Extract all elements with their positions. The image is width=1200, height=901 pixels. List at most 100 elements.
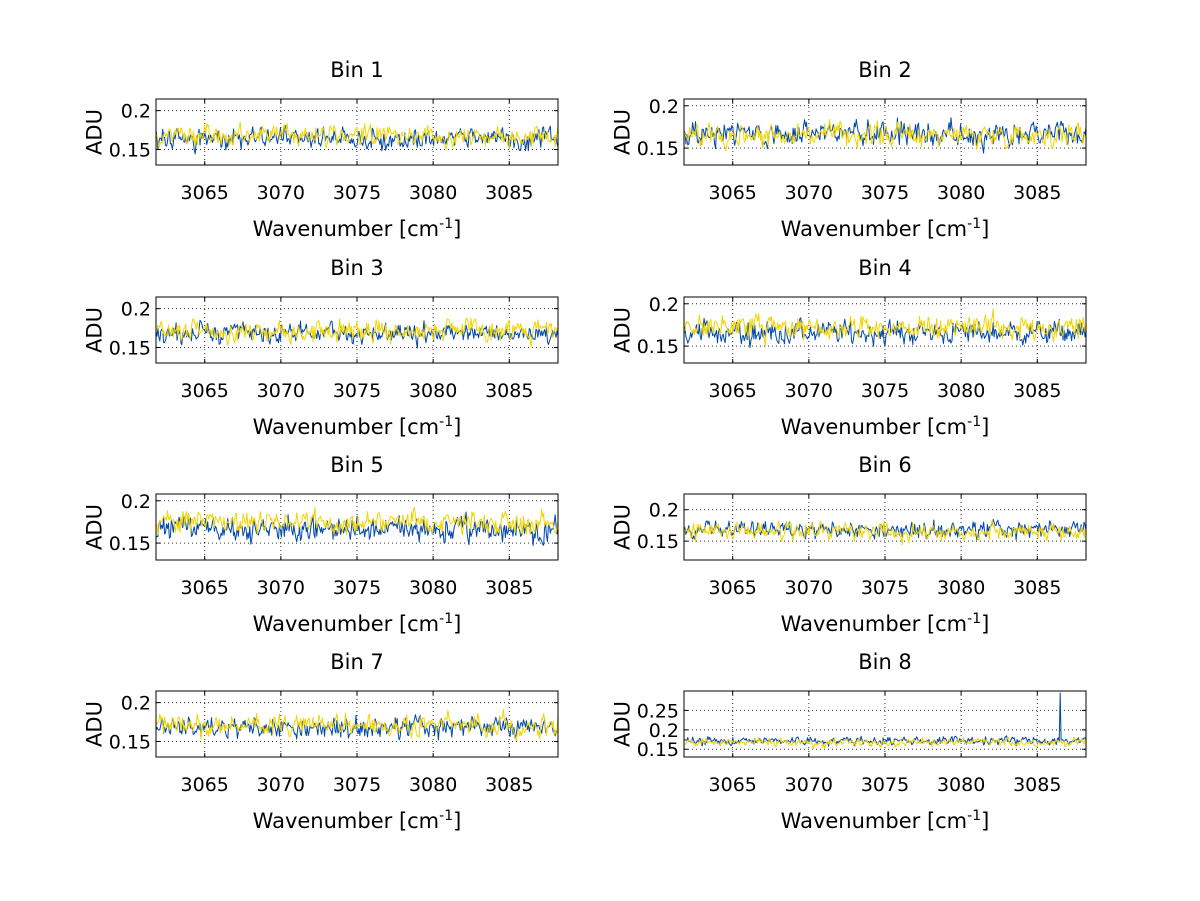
y-tick-label: 0.2 — [649, 720, 679, 742]
subplot-2: 3065 3070 3075 3080 3085 0.15 0.2 Bin 2 Wavenumb… — [610, 58, 1087, 241]
x-axis-label: Wavenumber [cm-1] — [781, 808, 990, 833]
x-tick-label: 3085 — [485, 182, 533, 204]
subplot-5: 3065 3070 3075 3080 3085 0.15 0.2 Bin 5 Wavenumb… — [82, 453, 559, 636]
x-tick-label: 3075 — [861, 577, 909, 599]
series-line-1 — [155, 511, 559, 546]
x-tick-label: 3070 — [257, 774, 305, 796]
y-tick-label: 0.2 — [121, 491, 151, 513]
subplot-title: Bin 5 — [330, 453, 384, 477]
y-axis-label: ADU — [82, 307, 106, 353]
y-tick-label: 0.15 — [109, 533, 151, 555]
y-tick-label: 0.15 — [637, 138, 679, 160]
subplot-title: Bin 1 — [330, 58, 384, 82]
x-axis-label: Wavenumber [cm-1] — [253, 808, 462, 833]
subplot-8: 3065 3070 3075 3080 3085 0.150.20.25 Bin 8 Wave… — [610, 650, 1087, 833]
subplot-6: 3065 3070 3075 3080 3085 0.15 0.2 Bin 6 Wavenumb… — [610, 453, 1087, 636]
x-tick-label: 3085 — [485, 380, 533, 402]
x-axis-label: Wavenumber [cm-1] — [781, 611, 990, 636]
y-axis-label: ADU — [610, 109, 634, 155]
x-tick-label: 3065 — [181, 577, 229, 599]
x-tick-label: 3065 — [181, 774, 229, 796]
x-axis-label: Wavenumber [cm-1] — [781, 216, 990, 241]
y-tick-label: 0.2 — [121, 693, 151, 715]
x-tick-label: 3080 — [937, 577, 985, 599]
x-tick-label: 3070 — [257, 577, 305, 599]
subplot-4: 3065 3070 3075 3080 3085 0.15 0.2 Bin 4 Wavenumb… — [610, 256, 1087, 439]
y-tick-label: 0.2 — [121, 101, 151, 123]
series-line-2 — [683, 119, 1087, 152]
x-tick-label: 3075 — [333, 380, 381, 402]
x-tick-label: 3085 — [485, 577, 533, 599]
series-line-1 — [683, 117, 1087, 154]
x-tick-label: 3070 — [257, 182, 305, 204]
x-tick-label: 3070 — [785, 577, 833, 599]
y-tick-label: 0.15 — [637, 739, 679, 761]
x-tick-label: 3085 — [1013, 774, 1061, 796]
x-tick-label: 3080 — [409, 182, 457, 204]
x-tick-label: 3065 — [709, 380, 757, 402]
y-axis-label: ADU — [82, 504, 106, 550]
subplot-title: Bin 8 — [858, 650, 912, 674]
subplot-1: 3065 3070 3075 3080 3085 0.15 0.2 Bin 1 Wavenumb… — [82, 58, 559, 241]
x-tick-label: 3065 — [709, 182, 757, 204]
series-line-1 — [155, 714, 559, 741]
x-tick-label: 3070 — [257, 380, 305, 402]
y-axis-label: ADU — [82, 109, 106, 155]
x-tick-label: 3075 — [861, 182, 909, 204]
subplot-title: Bin 7 — [330, 650, 384, 674]
x-tick-label: 3075 — [333, 774, 381, 796]
subplot-title: Bin 4 — [858, 256, 912, 280]
y-tick-label: 0.15 — [637, 336, 679, 358]
x-tick-label: 3070 — [785, 182, 833, 204]
series-line-2 — [683, 519, 1087, 546]
y-tick-label: 0.15 — [109, 337, 151, 359]
y-tick-label: 0.2 — [121, 299, 151, 321]
x-tick-label: 3070 — [785, 774, 833, 796]
x-tick-label: 3085 — [485, 774, 533, 796]
y-axis-label: ADU — [610, 701, 634, 747]
y-tick-label: 0.2 — [649, 500, 679, 522]
y-axis-label: ADU — [610, 307, 634, 353]
x-tick-label: 3085 — [1013, 380, 1061, 402]
x-tick-label: 3080 — [409, 577, 457, 599]
x-tick-label: 3065 — [181, 182, 229, 204]
x-tick-label: 3075 — [861, 774, 909, 796]
series-line-2 — [155, 708, 559, 741]
x-axis-label: Wavenumber [cm-1] — [253, 611, 462, 636]
series-line-2 — [683, 736, 1087, 750]
y-axis-label: ADU — [82, 701, 106, 747]
x-tick-label: 3075 — [333, 577, 381, 599]
y-tick-label: 0.15 — [109, 139, 151, 161]
series-line-1 — [155, 319, 559, 349]
subplot-title: Bin 6 — [858, 453, 912, 477]
subplot-7: 3065 3070 3075 3080 3085 0.15 0.2 Bin 7 Wavenumb… — [82, 650, 559, 833]
x-tick-label: 3085 — [1013, 182, 1061, 204]
x-tick-label: 3075 — [333, 182, 381, 204]
subplot-title: Bin 2 — [858, 58, 912, 82]
series-line-2 — [155, 317, 559, 348]
x-tick-label: 3065 — [709, 577, 757, 599]
y-axis-label: ADU — [610, 504, 634, 550]
x-tick-label: 3070 — [785, 380, 833, 402]
x-axis-label: Wavenumber [cm-1] — [253, 216, 462, 241]
y-tick-label: 0.15 — [637, 531, 679, 553]
series-line-2 — [155, 506, 559, 536]
x-tick-label: 3085 — [1013, 577, 1061, 599]
subplot-title: Bin 3 — [330, 256, 384, 280]
y-tick-label: 0.25 — [637, 700, 679, 722]
series-line-1 — [683, 519, 1087, 541]
series-line-2 — [155, 121, 559, 150]
x-tick-label: 3080 — [937, 380, 985, 402]
series-line-1 — [683, 317, 1087, 349]
subplot-3: 3065 3070 3075 3080 3085 0.15 0.2 Bin 3 Wavenumb… — [82, 256, 559, 439]
x-tick-label: 3065 — [181, 380, 229, 402]
series-line-2 — [683, 308, 1087, 347]
x-tick-label: 3080 — [937, 182, 985, 204]
x-axis-label: Wavenumber [cm-1] — [253, 414, 462, 439]
x-tick-label: 3080 — [409, 774, 457, 796]
x-tick-label: 3065 — [709, 774, 757, 796]
x-tick-label: 3080 — [409, 380, 457, 402]
y-tick-label: 0.2 — [649, 294, 679, 316]
x-axis-label: Wavenumber [cm-1] — [781, 414, 990, 439]
